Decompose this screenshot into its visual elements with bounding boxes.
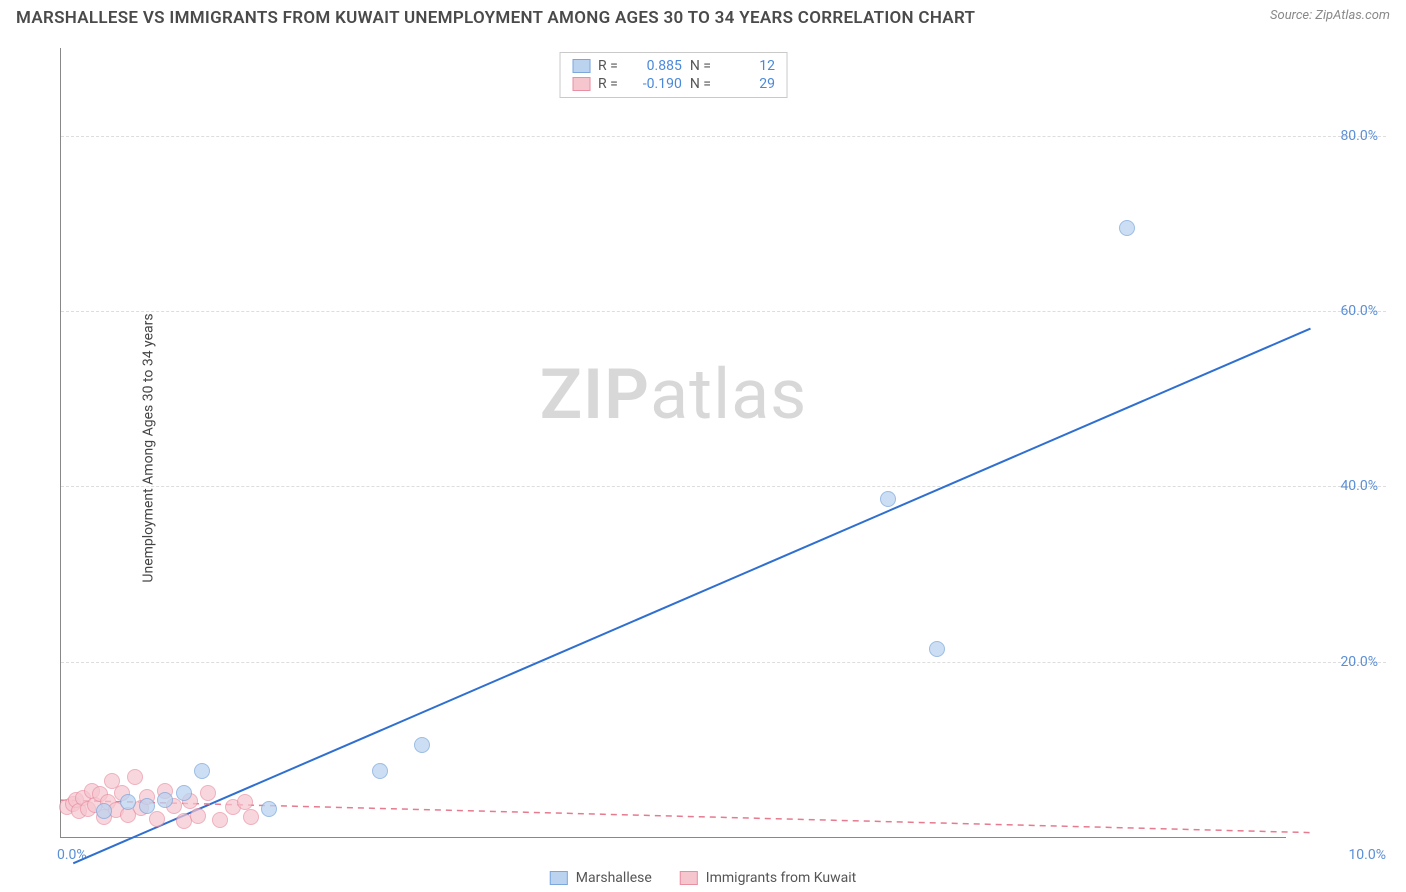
stats-n-val-1: 29: [719, 76, 775, 92]
data-point: [880, 491, 896, 507]
trend-lines-svg: [61, 48, 1286, 837]
stats-r-label: R =: [598, 58, 618, 74]
legend-label-1: Immigrants from Kuwait: [706, 870, 856, 886]
legend-swatch-0: [550, 871, 568, 885]
legend-label-0: Marshallese: [576, 870, 652, 886]
x-tick-left: 0.0%: [57, 847, 87, 863]
data-point: [120, 794, 136, 810]
data-point: [96, 803, 112, 819]
data-point: [149, 811, 165, 827]
stats-swatch-0: [572, 59, 590, 73]
data-point: [929, 641, 945, 657]
data-point: [127, 769, 143, 785]
y-tick: 60.0%: [1340, 303, 1378, 319]
source-label: Source: ZipAtlas.com: [1270, 8, 1390, 23]
x-tick-right: 10.0%: [1348, 847, 1386, 863]
y-tick: 40.0%: [1340, 478, 1378, 494]
stats-r-val-1: -0.190: [626, 76, 682, 92]
legend-item-0: Marshallese: [550, 870, 652, 886]
data-point: [157, 792, 173, 808]
stats-n-label: N =: [690, 58, 711, 74]
stats-swatch-1: [572, 77, 590, 91]
data-point: [261, 801, 277, 817]
chart-title: MARSHALLESE VS IMMIGRANTS FROM KUWAIT UN…: [16, 8, 975, 28]
data-point: [176, 813, 192, 829]
stats-row-0: R = 0.885 N = 12: [572, 57, 775, 75]
stats-r-val-0: 0.885: [626, 58, 682, 74]
data-point: [243, 809, 259, 825]
y-tick: 20.0%: [1340, 654, 1378, 670]
plot-area: ZIPatlas R = 0.885 N = 12 R = -0.190 N =…: [60, 48, 1286, 838]
data-point: [200, 785, 216, 801]
stats-r-label: R =: [598, 76, 618, 92]
y-tick: 80.0%: [1340, 128, 1378, 144]
data-point: [139, 798, 155, 814]
stats-row-1: R = -0.190 N = 29: [572, 75, 775, 93]
data-point: [194, 763, 210, 779]
legend-item-1: Immigrants from Kuwait: [680, 870, 856, 886]
legend-swatch-1: [680, 871, 698, 885]
data-point: [414, 737, 430, 753]
data-point: [176, 785, 192, 801]
chart-container: Unemployment Among Ages 30 to 34 years Z…: [48, 48, 1386, 848]
bottom-legend: Marshallese Immigrants from Kuwait: [550, 870, 856, 886]
data-point: [372, 763, 388, 779]
data-point: [212, 812, 228, 828]
data-point: [190, 808, 206, 824]
stats-box: R = 0.885 N = 12 R = -0.190 N = 29: [559, 52, 788, 98]
stats-n-label: N =: [690, 76, 711, 92]
stats-n-val-0: 12: [719, 58, 775, 74]
data-point: [237, 794, 253, 810]
data-point: [1119, 220, 1135, 236]
